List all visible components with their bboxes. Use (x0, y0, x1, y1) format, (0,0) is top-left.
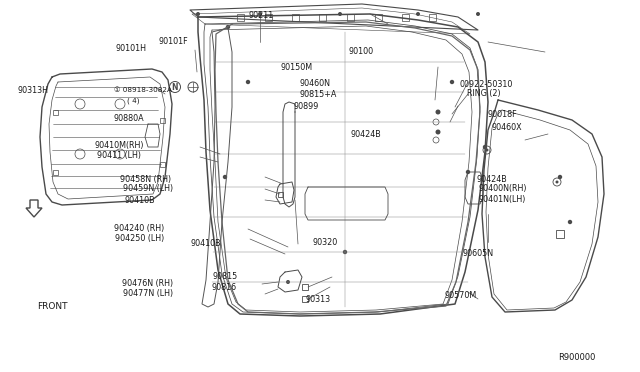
Bar (302, 284, 308, 290)
Text: 90424B: 90424B (351, 130, 381, 139)
Circle shape (416, 12, 420, 16)
Text: 00922-50310: 00922-50310 (460, 80, 513, 89)
Text: 90476N (RH): 90476N (RH) (122, 279, 173, 288)
Text: 90401N(LH): 90401N(LH) (479, 195, 526, 203)
Bar (319, 13, 326, 20)
Text: 90313H: 90313H (18, 86, 49, 94)
Text: 90458N (RH): 90458N (RH) (120, 175, 172, 184)
Text: 90424B: 90424B (477, 175, 508, 184)
Bar (52, 170, 58, 174)
Text: 90477N (LH): 90477N (LH) (123, 289, 173, 298)
Circle shape (466, 170, 470, 174)
Bar (264, 13, 271, 20)
Text: 904240 (RH): 904240 (RH) (114, 224, 164, 233)
Circle shape (568, 220, 572, 224)
Text: 90815: 90815 (212, 272, 237, 280)
Text: 90150M: 90150M (280, 63, 312, 72)
Bar (159, 118, 164, 122)
Bar (429, 13, 435, 20)
Bar (556, 230, 564, 238)
Text: 90411 (LH): 90411 (LH) (97, 151, 141, 160)
Text: 90815+A: 90815+A (300, 90, 337, 99)
Text: 90570M: 90570M (445, 291, 477, 300)
Text: N: N (172, 83, 179, 92)
Text: RING (2): RING (2) (467, 89, 501, 98)
Bar (302, 296, 308, 302)
Text: 90101F: 90101F (159, 37, 188, 46)
Circle shape (476, 12, 480, 16)
Bar (237, 13, 243, 20)
Circle shape (223, 175, 227, 179)
Circle shape (556, 180, 559, 183)
Text: 90816: 90816 (211, 283, 236, 292)
Text: 90313: 90313 (306, 295, 331, 304)
Bar (159, 161, 164, 167)
Bar (52, 109, 58, 115)
Text: 90410B: 90410B (191, 239, 221, 248)
Text: 90018F: 90018F (488, 110, 517, 119)
Text: 90459N (LH): 90459N (LH) (123, 185, 173, 193)
Circle shape (286, 280, 290, 284)
Text: 90400N(RH): 90400N(RH) (479, 185, 527, 193)
Text: 90460X: 90460X (492, 123, 522, 132)
Text: ( 4): ( 4) (127, 98, 140, 105)
Circle shape (483, 145, 487, 149)
Bar (346, 13, 353, 20)
Bar (374, 13, 381, 20)
Text: 90410B: 90410B (125, 196, 156, 205)
Bar (291, 13, 298, 20)
Text: 90605N: 90605N (462, 249, 493, 258)
Text: 90211: 90211 (248, 11, 273, 20)
Text: R900000: R900000 (558, 353, 595, 362)
Circle shape (450, 80, 454, 84)
Text: 90320: 90320 (312, 238, 337, 247)
Text: FRONT: FRONT (37, 302, 68, 311)
Circle shape (558, 175, 562, 179)
Text: 90880A: 90880A (114, 114, 145, 123)
Text: 90410M(RH): 90410M(RH) (95, 141, 144, 150)
Circle shape (196, 12, 200, 16)
Bar (278, 192, 282, 196)
Bar (401, 13, 408, 20)
Text: 90100: 90100 (349, 47, 374, 56)
Circle shape (246, 80, 250, 84)
Text: 90899: 90899 (293, 102, 319, 110)
Circle shape (486, 148, 488, 151)
Text: 90101H: 90101H (115, 44, 146, 53)
Circle shape (435, 109, 440, 115)
Circle shape (258, 12, 262, 16)
Circle shape (343, 250, 347, 254)
Text: ① 08918-3082A: ① 08918-3082A (114, 87, 172, 93)
Text: 90460N: 90460N (300, 79, 330, 88)
Circle shape (226, 25, 230, 29)
Text: 904250 (LH): 904250 (LH) (115, 234, 164, 243)
Circle shape (435, 129, 440, 135)
Circle shape (338, 12, 342, 16)
